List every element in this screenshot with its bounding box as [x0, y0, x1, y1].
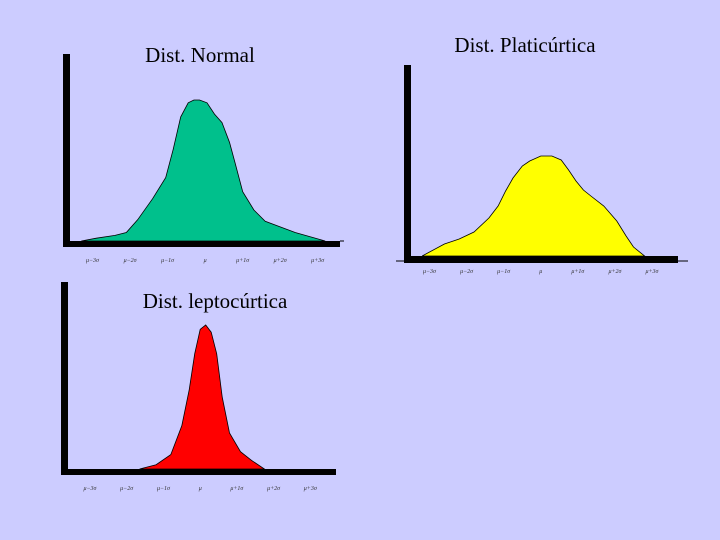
tick-label: μ−2σ: [460, 269, 474, 275]
tick-label: μ−1σ: [161, 258, 175, 264]
title-leptocurtica: Dist. leptocúrtica: [143, 289, 288, 313]
tick-label: μ−2σ: [120, 486, 134, 492]
tick-label: μ−1σ: [497, 269, 511, 275]
tick-labels-platicurtica: μ−3σ μ−2σ μ−1σ μ μ+1σ μ+2σ μ+3σ: [423, 269, 660, 275]
tick-label: μ+1σ: [571, 269, 585, 275]
tick-label: μ+3σ: [311, 258, 325, 264]
x-axis-leptocurtica: [61, 469, 336, 475]
tick-label: μ+2σ: [608, 269, 622, 275]
tick-label: μ+2σ: [274, 258, 288, 264]
tick-label: μ+3σ: [645, 269, 659, 275]
tick-label: μ: [204, 258, 207, 264]
title-normal: Dist. Normal: [145, 43, 255, 67]
area-leptocurtica: [139, 324, 266, 470]
tick-label: μ+1σ: [230, 486, 244, 492]
chart-platicurtica: Dist. Platicúrtica μ−3σ μ−2σ μ−1σ μ μ+1σ μ+2σ…: [396, 33, 688, 275]
area-normal: [81, 99, 326, 242]
tick-label: μ: [199, 486, 202, 492]
tick-label: μ−3σ: [83, 486, 97, 492]
tick-label: μ: [539, 269, 542, 275]
tick-label: μ−1σ: [157, 486, 171, 492]
tick-label: μ−2σ: [124, 258, 138, 264]
tick-labels-leptocurtica: μ−3σ μ−2σ μ−1σ μ μ+1σ μ+2σ μ+3σ: [83, 486, 317, 492]
x-axis-platicurtica: [404, 256, 678, 263]
tick-label: μ−3σ: [423, 269, 437, 275]
y-axis-normal: [63, 54, 70, 247]
tick-labels-normal: μ−3σ μ−2σ μ−1σ μ μ+1σ μ+2σ μ+3σ: [86, 258, 325, 264]
tick-label: μ+3σ: [304, 486, 318, 492]
tick-label: μ−3σ: [86, 258, 100, 264]
x-axis-normal: [63, 241, 340, 247]
area-platicurtica: [421, 155, 646, 257]
chart-normal: Dist. Normal μ−3σ μ−2σ μ−1σ μ μ+1σ μ+2σ μ+3σ: [63, 43, 344, 264]
y-axis-leptocurtica: [61, 282, 68, 475]
y-axis-platicurtica: [404, 65, 411, 263]
chart-leptocurtica: Dist. leptocúrtica μ−3σ μ−2σ μ−1σ μ μ+1σ μ+2σ…: [61, 282, 336, 492]
tick-label: μ+2σ: [267, 486, 281, 492]
tick-label: μ+1σ: [236, 258, 250, 264]
title-platicurtica: Dist. Platicúrtica: [454, 33, 596, 57]
